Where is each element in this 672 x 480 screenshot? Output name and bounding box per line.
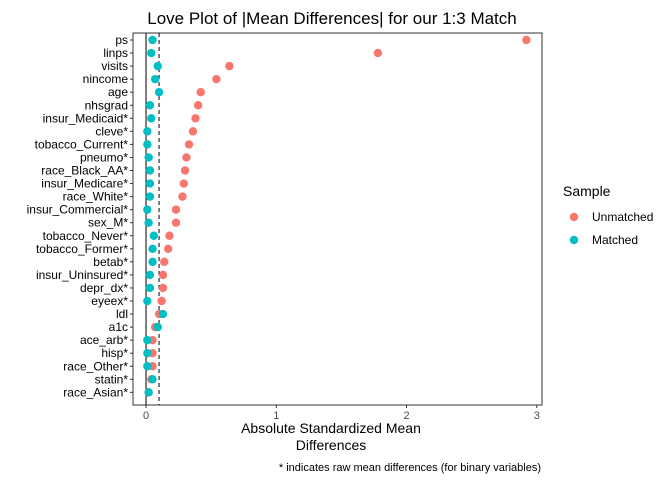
point-unmatched [182, 153, 191, 162]
y-tick-label: race_Other* [63, 359, 128, 373]
point-unmatched [225, 61, 234, 71]
x-tick-label: 1 [273, 410, 279, 422]
y-tick-label: ldl [116, 307, 128, 321]
x-tick-label: 2 [403, 410, 409, 422]
point-unmatched [171, 205, 181, 214]
point-matched [143, 205, 152, 214]
y-tick-label: a1c [109, 320, 128, 334]
y-tick-label: betab* [93, 255, 128, 269]
point-matched [143, 335, 152, 345]
point-matched [148, 375, 157, 384]
point-matched [143, 140, 152, 149]
point-unmatched [188, 127, 198, 136]
y-tick-label: insur_Medicare* [41, 177, 128, 191]
point-matched [153, 61, 162, 71]
point-matched [150, 74, 160, 84]
point-matched [144, 388, 153, 397]
point-matched [144, 218, 153, 227]
x-axis-label-line-2: Differences [296, 437, 367, 453]
point-matched [147, 114, 156, 123]
point-matched [145, 101, 155, 110]
point-matched [145, 270, 155, 280]
point-unmatched [179, 179, 188, 188]
chart-caption: * indicates raw mean differences (for bi… [279, 462, 541, 474]
legend-key-matched [569, 235, 579, 245]
point-matched [147, 48, 156, 58]
point-unmatched [160, 257, 169, 267]
point-matched [149, 231, 159, 240]
y-tick-label: cleve* [95, 124, 128, 138]
point-unmatched [373, 48, 383, 58]
y-tick-label: ace_arb* [80, 333, 128, 347]
point-unmatched [191, 114, 200, 123]
point-unmatched [163, 244, 173, 253]
point-matched [144, 153, 153, 162]
x-tick-label: 0 [143, 410, 149, 422]
x-tick-label: 3 [534, 410, 540, 422]
y-tick-label: insur_Uninsured* [36, 268, 128, 282]
y-tick-label: race_Black_AA* [41, 164, 128, 178]
y-tick-label: ps [115, 33, 128, 47]
y-tick-label: insur_Medicaid* [43, 111, 129, 125]
y-tick-label: statin* [95, 372, 129, 386]
y-tick-label: race_White* [63, 190, 129, 204]
chart-title: Love Plot of |Mean Differences| for our … [147, 9, 516, 28]
y-axis-ticks [130, 39, 133, 393]
point-matched [145, 166, 155, 175]
point-unmatched [158, 270, 168, 280]
point-matched [154, 88, 164, 97]
point-unmatched [212, 74, 221, 84]
plot-panel [132, 32, 543, 406]
y-tick-label: pneumo* [80, 150, 128, 164]
legend-label-matched: Matched [592, 233, 638, 247]
point-unmatched [157, 296, 166, 306]
point-matched [148, 35, 157, 45]
point-unmatched [193, 101, 203, 110]
point-unmatched [171, 218, 181, 227]
point-matched [145, 283, 155, 293]
y-tick-label: sex_M* [88, 216, 128, 230]
point-matched [153, 322, 162, 332]
legend-key-unmatched [569, 212, 579, 222]
y-tick-label: eyeex* [91, 294, 128, 308]
point-matched [148, 257, 157, 267]
point-matched [143, 296, 152, 306]
point-unmatched [180, 166, 190, 175]
y-tick-label: visits [101, 59, 128, 73]
y-tick-label: linps [103, 46, 128, 60]
y-tick-label: tobacco_Never* [43, 229, 129, 243]
legend-label-unmatched: Unmatched [592, 210, 653, 224]
point-unmatched [196, 88, 205, 97]
point-matched [148, 244, 157, 253]
point-unmatched [522, 35, 531, 45]
point-unmatched [178, 192, 187, 201]
y-tick-label: hisp* [101, 346, 128, 360]
legend: Unmatched Matched [569, 210, 653, 247]
point-matched [143, 362, 152, 371]
point-matched [145, 179, 155, 188]
point-matched [143, 349, 152, 358]
data-points [143, 35, 531, 397]
y-tick-label: depr_dx* [80, 281, 128, 295]
y-tick-label: insur_Commercial* [27, 203, 129, 217]
y-tick-label: tobacco_Former* [36, 242, 128, 256]
x-axis-label-line-1: Absolute Standardized Mean [241, 420, 421, 436]
point-unmatched [165, 231, 174, 240]
y-tick-label: race_Asian* [63, 385, 128, 399]
y-tick-label: tobacco_Current* [35, 137, 129, 151]
x-axis-ticks: 0 1 2 3 [143, 405, 540, 422]
point-unmatched [184, 140, 194, 149]
y-tick-label: nhsgrad [85, 98, 128, 112]
point-matched [158, 309, 168, 319]
point-unmatched [158, 283, 168, 293]
y-axis-labels: pslinpsvisitsnincomeagenhsgradinsur_Medi… [27, 33, 129, 399]
y-tick-label: nincome [83, 72, 129, 86]
y-tick-label: age [108, 85, 128, 99]
legend-title: Sample [563, 183, 611, 199]
point-matched [145, 192, 155, 201]
point-matched [143, 127, 152, 136]
